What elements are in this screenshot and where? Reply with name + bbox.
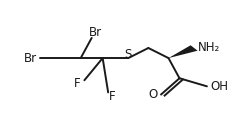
- Text: S: S: [125, 48, 132, 61]
- Text: Br: Br: [89, 26, 102, 39]
- Text: O: O: [148, 88, 158, 101]
- Polygon shape: [169, 45, 198, 58]
- Text: OH: OH: [211, 80, 229, 93]
- Text: F: F: [74, 77, 81, 90]
- Text: Br: Br: [24, 52, 37, 65]
- Text: NH₂: NH₂: [198, 42, 220, 54]
- Text: F: F: [109, 90, 115, 103]
